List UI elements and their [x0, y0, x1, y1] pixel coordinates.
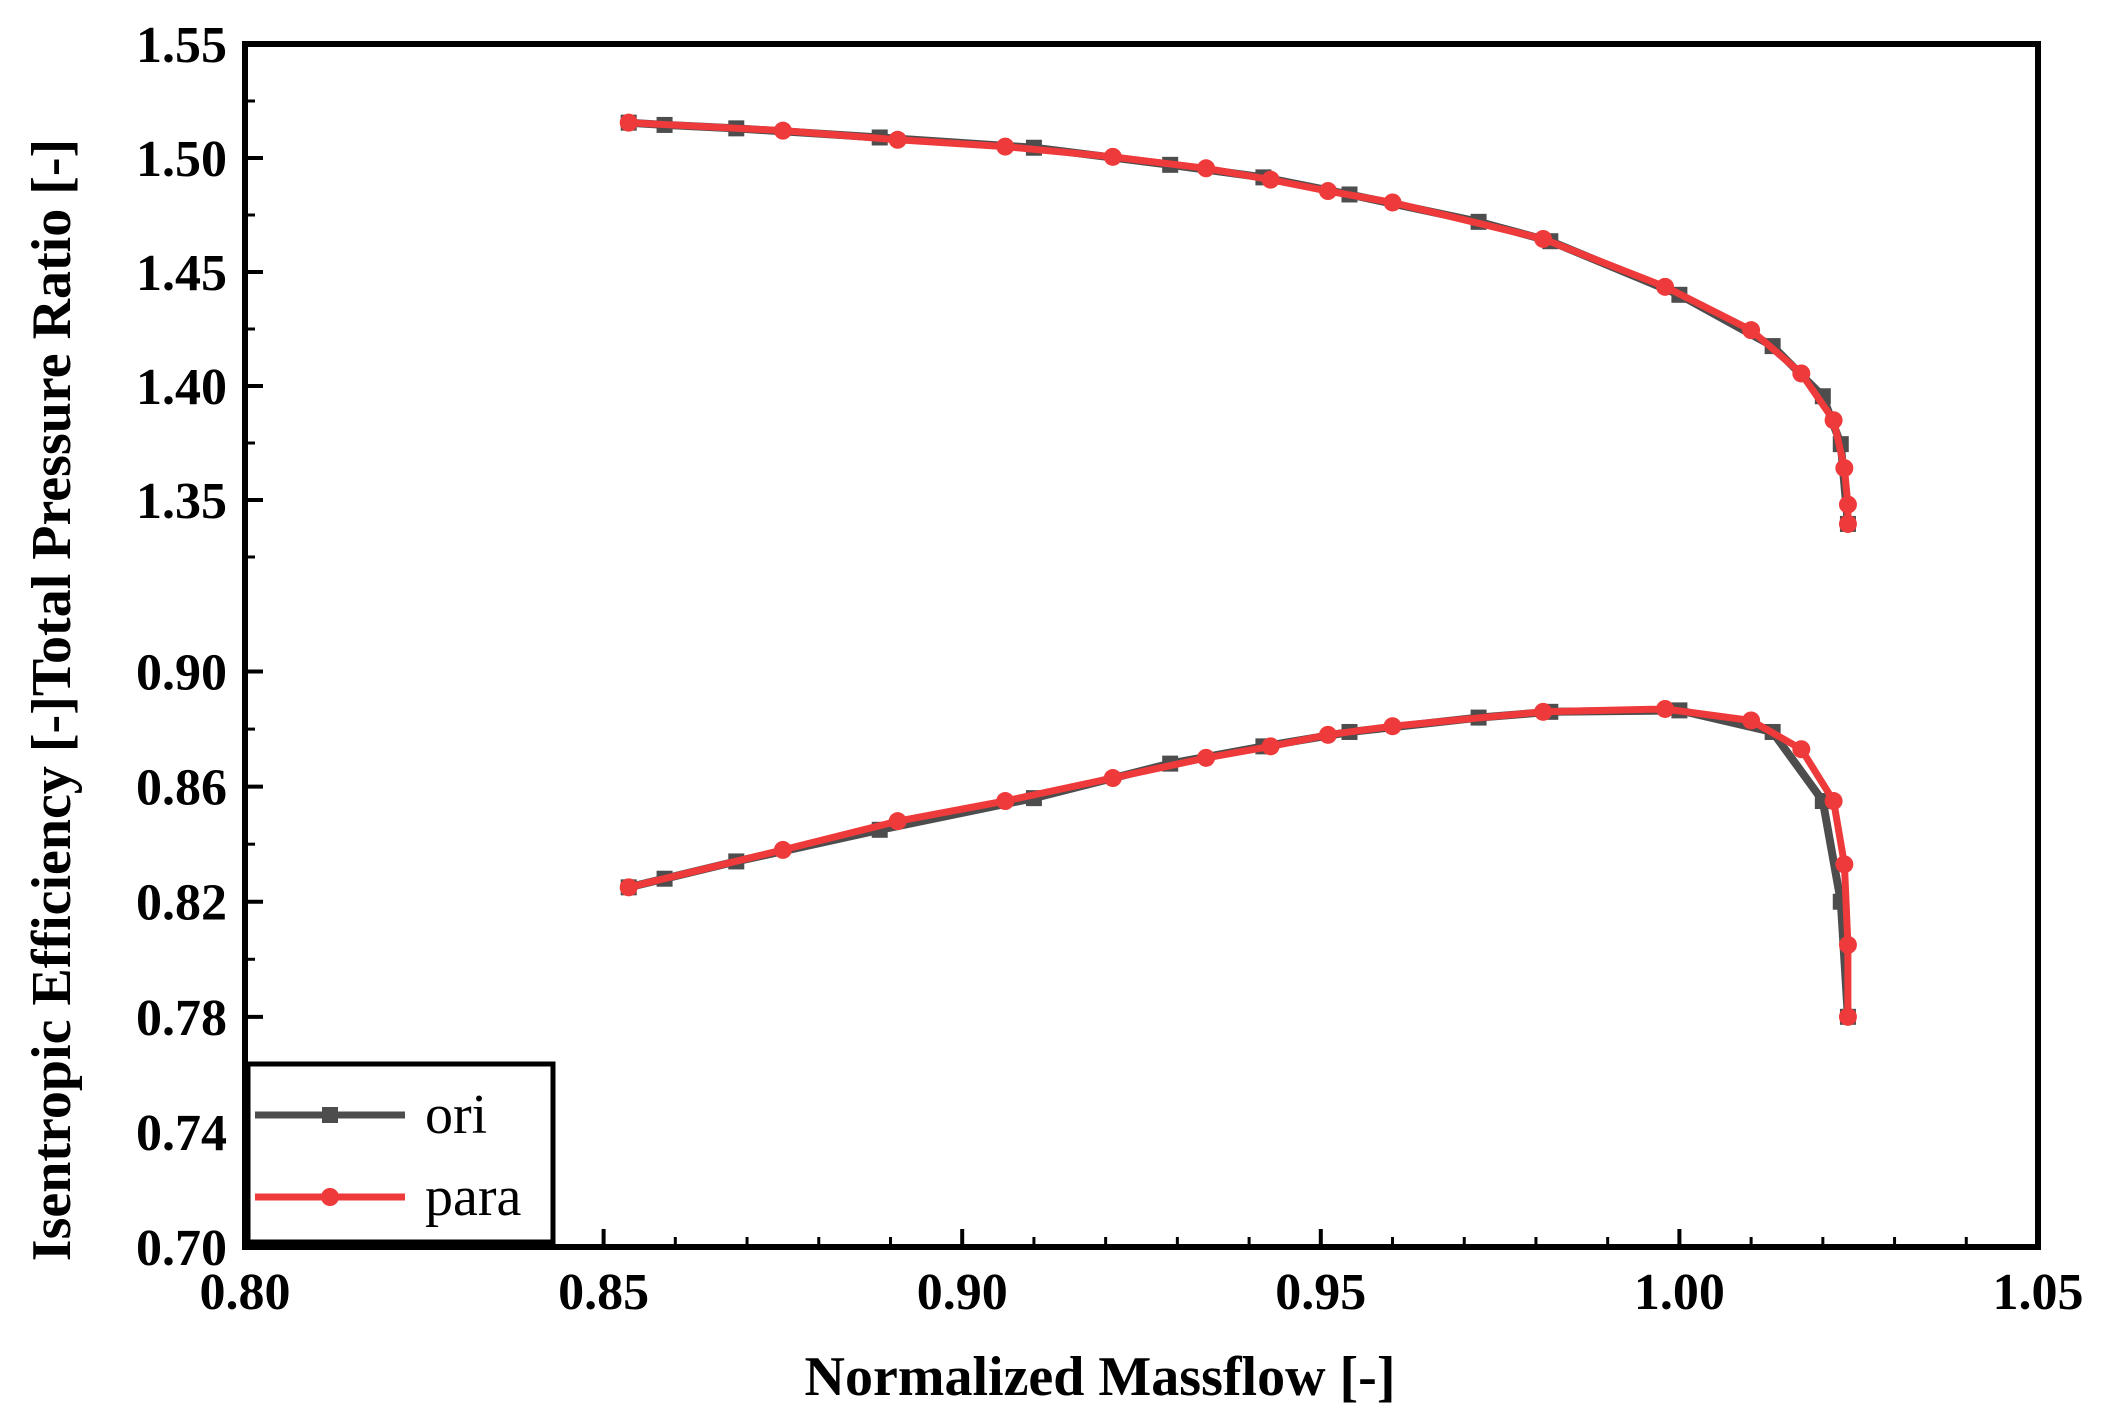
x-tick-label: 0.90 — [917, 1264, 1008, 1321]
efficiency-series-para — [619, 699, 1857, 1026]
efficiency-para-point — [1318, 725, 1337, 744]
pressure-series-para — [619, 113, 1857, 533]
efficiency-para-point — [1835, 855, 1854, 874]
y-top-tick-label: 1.35 — [136, 473, 227, 530]
pressure-para-point — [1656, 277, 1675, 296]
x-axis-title: Normalized Massflow [-] — [805, 1346, 1396, 1408]
legend-ori-marker — [322, 1107, 338, 1123]
plot-frame — [242, 41, 2041, 1250]
pressure-para-point — [1792, 364, 1811, 383]
legend-box — [245, 1061, 556, 1245]
x-tick-label: 0.95 — [1275, 1264, 1366, 1321]
tick-labels: 0.80 0.85 0.90 0.95 1.00 1.05 1.35 1.40 1.45 1.50… — [136, 17, 2084, 1321]
efficiency-para-point — [1792, 740, 1811, 759]
y-bottom-tick-label: 0.70 — [136, 1220, 227, 1277]
efficiency-para-point — [1656, 699, 1675, 718]
x-tick-label: 1.05 — [1993, 1264, 2084, 1321]
efficiency-para-point — [1197, 748, 1216, 767]
data-series — [619, 113, 1857, 1026]
y-top-tick-label: 1.50 — [136, 131, 227, 188]
pressure-para-point — [1742, 321, 1761, 340]
efficiency-para-point — [888, 812, 907, 831]
x-tick-label: 0.80 — [200, 1264, 291, 1321]
legend-para-label: para — [425, 1166, 522, 1228]
pressure-para-point — [1197, 159, 1216, 178]
y-top-tick-label: 1.40 — [136, 359, 227, 416]
y-bottom-tick-label: 0.78 — [136, 990, 227, 1047]
pressure-para-point — [1835, 459, 1854, 478]
efficiency-para-point — [1383, 717, 1402, 736]
legend-para-marker — [321, 1188, 339, 1206]
y-axis-title: Isentropic Efficiency [-]Total Pressure … — [21, 139, 83, 1261]
efficiency-para-point — [1103, 769, 1122, 788]
x-tick-label: 0.85 — [558, 1264, 649, 1321]
y-top-tick-label: 1.55 — [136, 17, 227, 74]
pressure-para-point — [1838, 514, 1857, 533]
y-axis-title-top: Total Pressure Ratio [-] — [21, 139, 83, 696]
legend-ori-label: ori — [425, 1084, 487, 1146]
pressure-para-point — [1261, 170, 1280, 189]
pressure-para-point — [1534, 229, 1553, 248]
y-bottom-tick-label: 0.82 — [136, 875, 227, 932]
efficiency-para-point — [1824, 792, 1843, 811]
pressure-para-point — [888, 130, 907, 149]
efficiency-para-point — [1838, 935, 1857, 954]
efficiency-para-point — [1838, 1007, 1857, 1026]
pressure-para-point — [1838, 495, 1857, 514]
legend: ori para — [245, 1061, 556, 1245]
y-bottom-tick-label: 0.90 — [136, 645, 227, 702]
efficiency-para-point — [773, 840, 792, 859]
pressure-para-point — [619, 113, 638, 132]
pressure-para-point — [773, 121, 792, 140]
y-axis-title-bottom: Isentropic Efficiency [-] — [21, 696, 83, 1261]
efficiency-para-point — [619, 878, 638, 897]
pressure-para-point — [996, 137, 1015, 156]
y-top-tick-label: 1.45 — [136, 245, 227, 302]
efficiency-para-point — [1534, 702, 1553, 721]
y-bottom-tick-label: 0.74 — [136, 1105, 227, 1162]
efficiency-para-point — [1742, 711, 1761, 730]
pressure-para-point — [1103, 147, 1122, 166]
y-bottom-tick-label: 0.86 — [136, 760, 227, 817]
efficiency-para-point — [996, 792, 1015, 811]
x-tick-label: 1.00 — [1634, 1264, 1725, 1321]
pressure-para-point — [1318, 182, 1337, 201]
pressure-para-point — [1824, 411, 1843, 430]
efficiency-para-point — [1261, 737, 1280, 756]
pressure-para-point — [1383, 193, 1402, 212]
